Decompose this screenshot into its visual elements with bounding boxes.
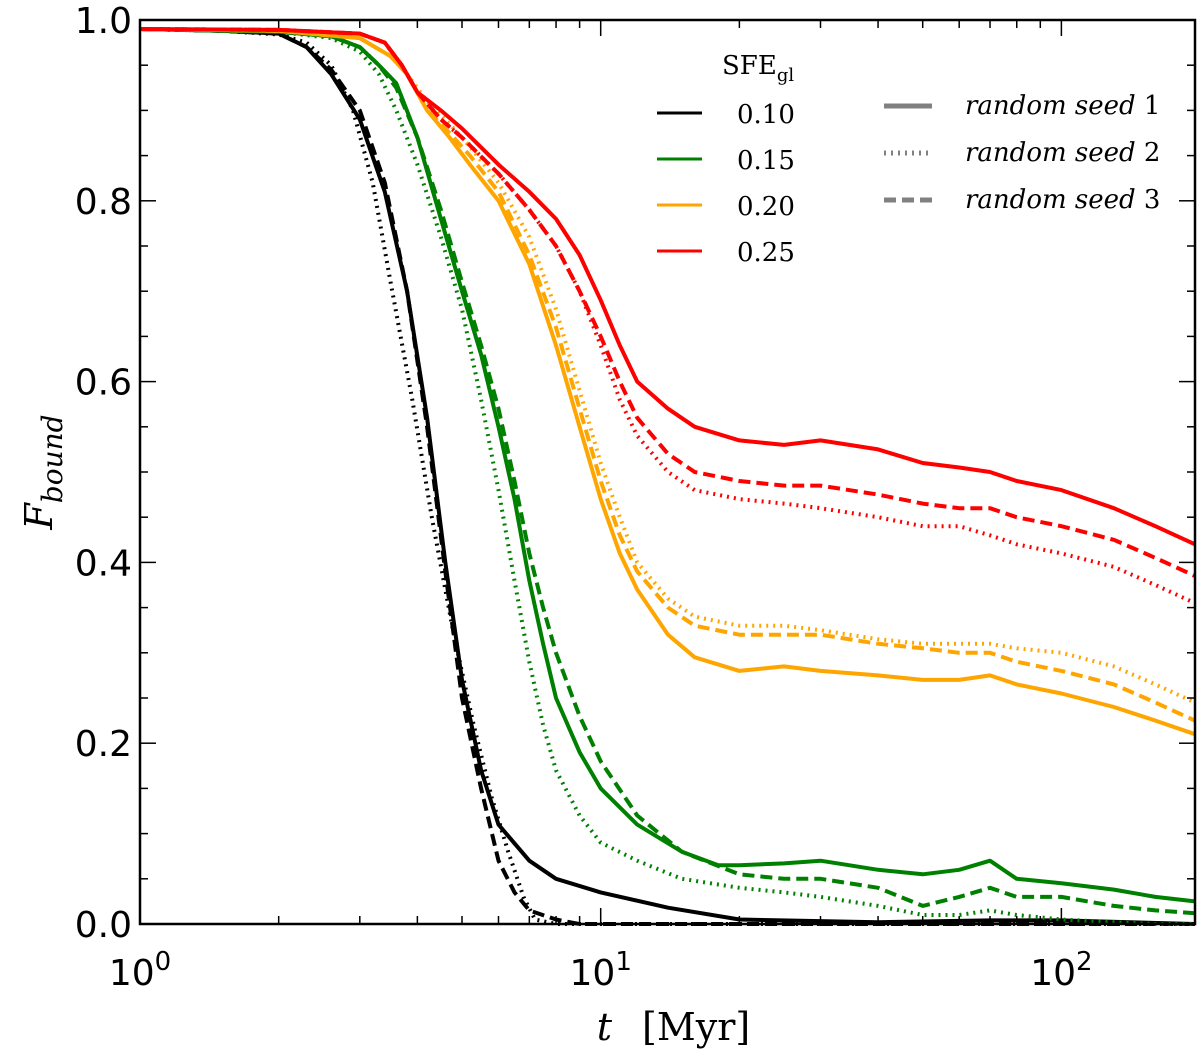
legend-sfe-entries: 0.10 0.15 0.20 0.25 — [657, 100, 795, 268]
y-axis-title: Fbound — [17, 414, 69, 530]
legend-seed-label-1: random seed 1 — [965, 91, 1160, 121]
x-tick-label: 102 — [1030, 947, 1092, 994]
series-line-0.25-dashed — [139, 27, 1196, 578]
legend-sfe-title-sub: gl — [777, 65, 795, 86]
x-axis-unit: [Myr] — [642, 1005, 750, 1049]
y-tick-label: 0.8 — [75, 182, 132, 223]
series-layer — [139, 27, 1196, 926]
series-line-0.20-dotted — [139, 27, 1196, 705]
legend-sfe-label-0.15: 0.15 — [737, 146, 795, 176]
legend-seed-label-3: random seed 3 — [965, 185, 1160, 215]
x-tick-label: 101 — [570, 947, 632, 994]
legend-sfe-title: SFEgl — [722, 51, 794, 86]
legend-seed-label-2: random seed 2 — [965, 138, 1160, 168]
y-tick-label: 0.0 — [75, 905, 132, 946]
legend: SFEgl 0.100.150.200.25 random seed 1rand… — [657, 51, 1160, 268]
legend-sfe-label-0.20: 0.20 — [737, 192, 795, 222]
y-axis-title-main: F — [17, 502, 61, 531]
y-tick-label: 0.2 — [75, 724, 132, 765]
y-axis-title-group: Fbound — [17, 414, 69, 530]
y-tick-label: 0.4 — [75, 543, 132, 584]
y-axis-title-sub: bound — [36, 414, 69, 503]
y-tick-label: 1.0 — [75, 1, 132, 42]
x-tick-label: 100 — [109, 947, 171, 994]
x-axis-title: t — [597, 1005, 613, 1049]
legend-sfe-title-main: SFE — [722, 51, 777, 81]
series-line-0.10-dashed — [139, 27, 1195, 926]
series-line-0.15-dashed — [139, 27, 1196, 916]
legend-sfe-label-0.25: 0.25 — [737, 238, 795, 268]
series-line-0.20-dashed — [139, 27, 1196, 723]
tick-layer: 0.0 0.2 0.4 0.6 0.8 1.0 100 101 102 — [75, 1, 1195, 994]
series-line-0.20-solid — [139, 27, 1196, 737]
y-tick-label: 0.6 — [75, 363, 132, 404]
legend-seed-entries: random seed 1 random seed 2 random seed 3 — [884, 91, 1160, 215]
series-line-0.15-solid — [139, 27, 1196, 904]
legend-sfe-label-0.10: 0.10 — [737, 100, 795, 130]
